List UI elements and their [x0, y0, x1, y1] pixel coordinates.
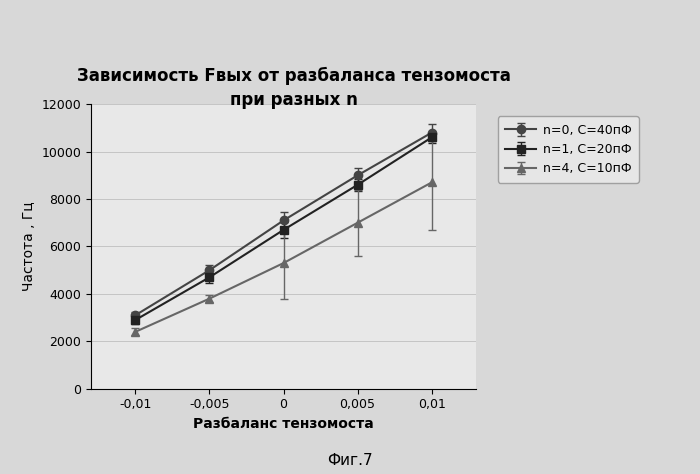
Legend: n=0, C=40пФ, n=1, C=20пФ, n=4, C=10пФ: n=0, C=40пФ, n=1, C=20пФ, n=4, C=10пФ [498, 116, 639, 182]
X-axis label: Разбаланс тензомоста: Разбаланс тензомоста [193, 417, 374, 431]
Text: Зависимость Fвых от разбаланса тензомоста: Зависимость Fвых от разбаланса тензомост… [77, 67, 511, 85]
Text: Фиг.7: Фиг.7 [327, 453, 373, 467]
Y-axis label: Частота , Гц: Частота , Гц [22, 201, 36, 292]
Text: при разных n: при разных n [230, 91, 358, 109]
